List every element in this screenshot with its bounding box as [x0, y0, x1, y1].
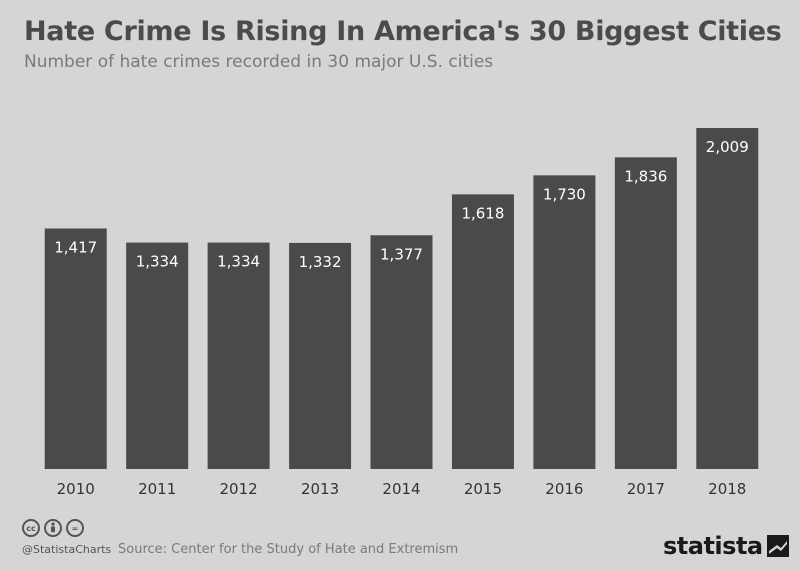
bar-2015 [451, 194, 514, 469]
x-tick-label-2018: 2018 [708, 480, 746, 498]
x-tick-label-2016: 2016 [545, 480, 583, 498]
bar-2011 [126, 242, 189, 469]
statista-wordmark: statista [663, 532, 763, 560]
bar-value-label-2018: 2,009 [706, 138, 749, 156]
statista-handle: @StatistaCharts [22, 543, 112, 556]
statista-mark-icon [766, 535, 789, 557]
chart-subtitle: Number of hate crimes recorded in 30 maj… [24, 52, 494, 72]
bar-value-label-2011: 1,334 [136, 253, 179, 271]
x-tick-label-2011: 2011 [138, 480, 176, 498]
bar-2013 [289, 242, 352, 469]
x-tick-label-2012: 2012 [220, 480, 258, 498]
bar-value-label-2015: 1,618 [461, 204, 504, 222]
cc-license-icon: cc [22, 519, 40, 537]
x-tick-label-2017: 2017 [627, 480, 665, 498]
bar-value-label-2012: 1,334 [217, 253, 260, 271]
bar-chart: 1,417 2010 1,334 2011 1,334 2012 1,332 2013 1,37… [44, 128, 759, 498]
x-tick-label-2010: 2010 [57, 480, 95, 498]
x-tick-label-2013: 2013 [301, 480, 339, 498]
x-tick-label-2014: 2014 [382, 480, 420, 498]
bar-2010 [44, 228, 107, 469]
bar-value-label-2014: 1,377 [380, 245, 423, 263]
source-note: Source: Center for the Study of Hate and… [118, 542, 459, 557]
chart-title: Hate Crime Is Rising In America's 30 Big… [24, 16, 782, 47]
statista-logo[interactable]: statista [663, 532, 789, 560]
bar-2012 [207, 242, 270, 469]
bar-2018 [696, 128, 759, 469]
bar-value-label-2010: 1,417 [54, 238, 97, 256]
bar-value-label-2013: 1,332 [299, 253, 342, 271]
bar-value-label-2017: 1,836 [624, 167, 667, 185]
bar-2014 [370, 235, 433, 469]
bar-2016 [533, 175, 596, 470]
attribution-icon [44, 519, 62, 537]
license-icons: cc = [22, 519, 84, 537]
x-tick-label-2015: 2015 [464, 480, 502, 498]
no-derivatives-icon: = [66, 519, 84, 537]
bar-2017 [614, 157, 677, 469]
bar-value-label-2016: 1,730 [543, 185, 586, 203]
